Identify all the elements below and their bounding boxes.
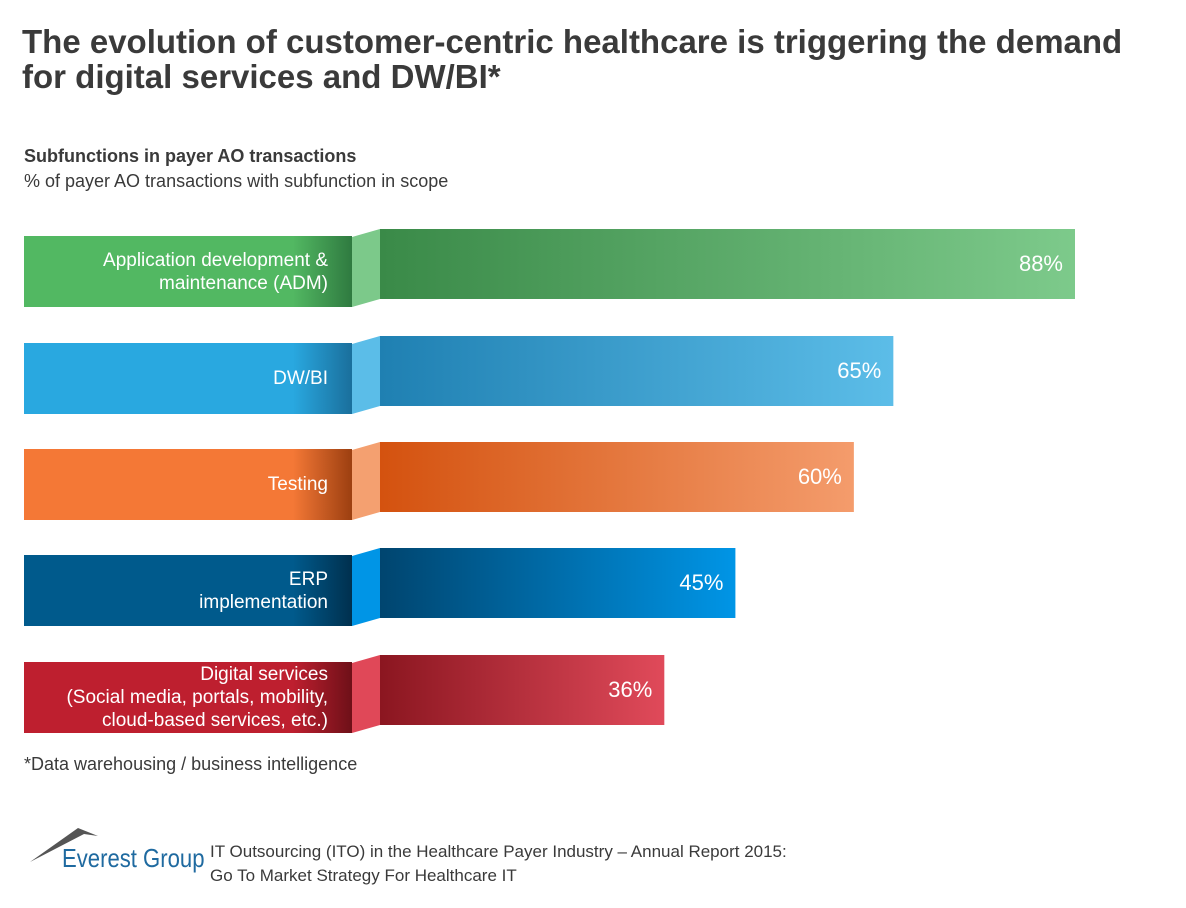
category-label-box — [24, 662, 352, 733]
source-line-1: IT Outsourcing (ITO) in the Healthcare P… — [210, 842, 787, 861]
category-label-line: maintenance (ADM) — [159, 272, 328, 294]
bar-fold — [352, 548, 380, 626]
bar-fold — [352, 655, 380, 733]
category-label-box — [24, 555, 352, 626]
category-label-line: ERP — [288, 568, 328, 590]
bar-fold — [352, 229, 380, 307]
bar — [380, 548, 736, 618]
source-line-2: Go To Market Strategy For Healthcare IT — [210, 866, 517, 885]
category-label-line: implementation — [199, 591, 328, 613]
category-label-line: Digital services — [200, 664, 328, 685]
bar-chart — [24, 229, 1075, 733]
category-label-box — [24, 449, 352, 520]
category-label-line: Testing — [267, 474, 328, 495]
bar — [380, 229, 1075, 299]
source-citation: IT Outsourcing (ITO) in the Healthcare P… — [210, 840, 787, 888]
chart-title: Subfunctions in payer AO transactions — [24, 146, 357, 166]
category-label: ERP implementation — [24, 555, 328, 626]
category-label-line: (Social media, portals, mobility, — [66, 687, 328, 708]
bar-fold — [352, 336, 380, 414]
chart-subtitle: % of payer AO transactions with subfunct… — [24, 171, 449, 191]
category-label-line: cloud-based services, etc.) — [102, 710, 328, 731]
value-label: 88% — [1018, 251, 1063, 276]
category-label-box — [24, 343, 352, 414]
bar — [380, 442, 854, 512]
category-label-box — [24, 236, 352, 307]
category-label-line: Application development & — [103, 249, 328, 271]
category-label: Testing — [24, 449, 328, 520]
bar — [380, 336, 894, 406]
value-label: 65% — [837, 358, 882, 383]
value-label: 36% — [608, 677, 653, 702]
bar — [380, 655, 665, 725]
category-label: DW/BI — [24, 343, 328, 414]
category-label: Digital services (Social media, portals, … — [24, 662, 328, 733]
category-label: Application development & maintenance (AD… — [24, 236, 328, 307]
footnote: *Data warehousing / business intelligenc… — [24, 754, 358, 774]
value-label: 45% — [679, 570, 724, 595]
category-label-line: DW/BI — [273, 368, 328, 389]
value-label: 60% — [797, 464, 842, 489]
bar-fold — [352, 442, 380, 520]
logo-text: Everest Group — [62, 843, 205, 873]
page-title: The evolution of customer-centric health… — [22, 23, 1123, 95]
